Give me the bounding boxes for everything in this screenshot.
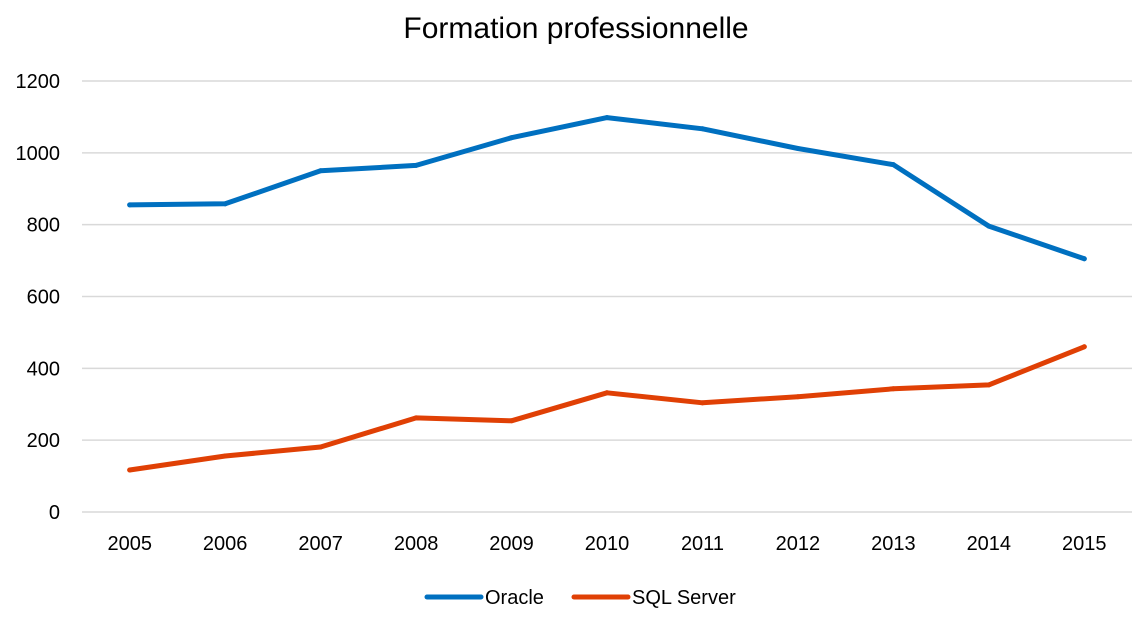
data-point [127, 202, 133, 208]
series-lines [127, 115, 1087, 473]
x-tick-label: 2009 [489, 533, 534, 555]
x-tick-label: 2013 [871, 533, 916, 555]
x-tick-label: 2005 [107, 533, 152, 555]
x-tick-label: 2011 [681, 533, 724, 555]
series-line-oracle [127, 115, 1087, 262]
data-point [986, 223, 992, 229]
data-point [413, 162, 419, 168]
gridlines [82, 80, 1132, 513]
chart-title: Formation professionnelle [403, 12, 748, 45]
data-point [890, 386, 896, 392]
legend: Oracle SQL Server [424, 587, 736, 609]
y-tick-label: 1200 [16, 71, 61, 93]
y-tick-label: 800 [27, 215, 60, 237]
data-point [222, 453, 228, 459]
y-axis-ticks: 0 200 400 600 800 1000 1200 [16, 71, 61, 524]
data-point [509, 418, 515, 424]
data-point [604, 115, 610, 121]
x-tick-label: 2012 [776, 533, 821, 555]
data-point [795, 146, 801, 152]
data-point [699, 400, 705, 406]
x-tick-label: 2010 [585, 533, 630, 555]
x-tick-label: 2008 [394, 533, 439, 555]
data-point [318, 444, 324, 450]
data-point [890, 162, 896, 168]
data-point [986, 382, 992, 388]
data-point [699, 126, 705, 132]
legend-label: Oracle [485, 587, 544, 609]
data-point [509, 135, 515, 141]
y-tick-label: 200 [27, 430, 60, 452]
y-tick-label: 1000 [16, 143, 61, 165]
data-point [604, 390, 610, 396]
y-tick-label: 0 [49, 502, 60, 524]
data-point [795, 394, 801, 400]
y-tick-label: 600 [27, 287, 60, 309]
x-tick-label: 2006 [203, 533, 248, 555]
x-axis-ticks: 2005 2006 2007 2008 2009 2010 2011 2012 2013 2014… [107, 533, 1106, 555]
data-point [318, 168, 324, 174]
x-tick-label: 2014 [967, 533, 1012, 555]
y-tick-label: 400 [27, 358, 60, 380]
x-tick-label: 2007 [298, 533, 343, 555]
legend-label: SQL Server [632, 587, 736, 609]
data-point [1081, 256, 1087, 262]
data-point [127, 467, 133, 473]
data-point [222, 201, 228, 207]
x-tick-label: 2015 [1062, 533, 1107, 555]
series-line-sql-server [127, 344, 1087, 473]
data-point [1081, 344, 1087, 350]
data-point [413, 415, 419, 421]
